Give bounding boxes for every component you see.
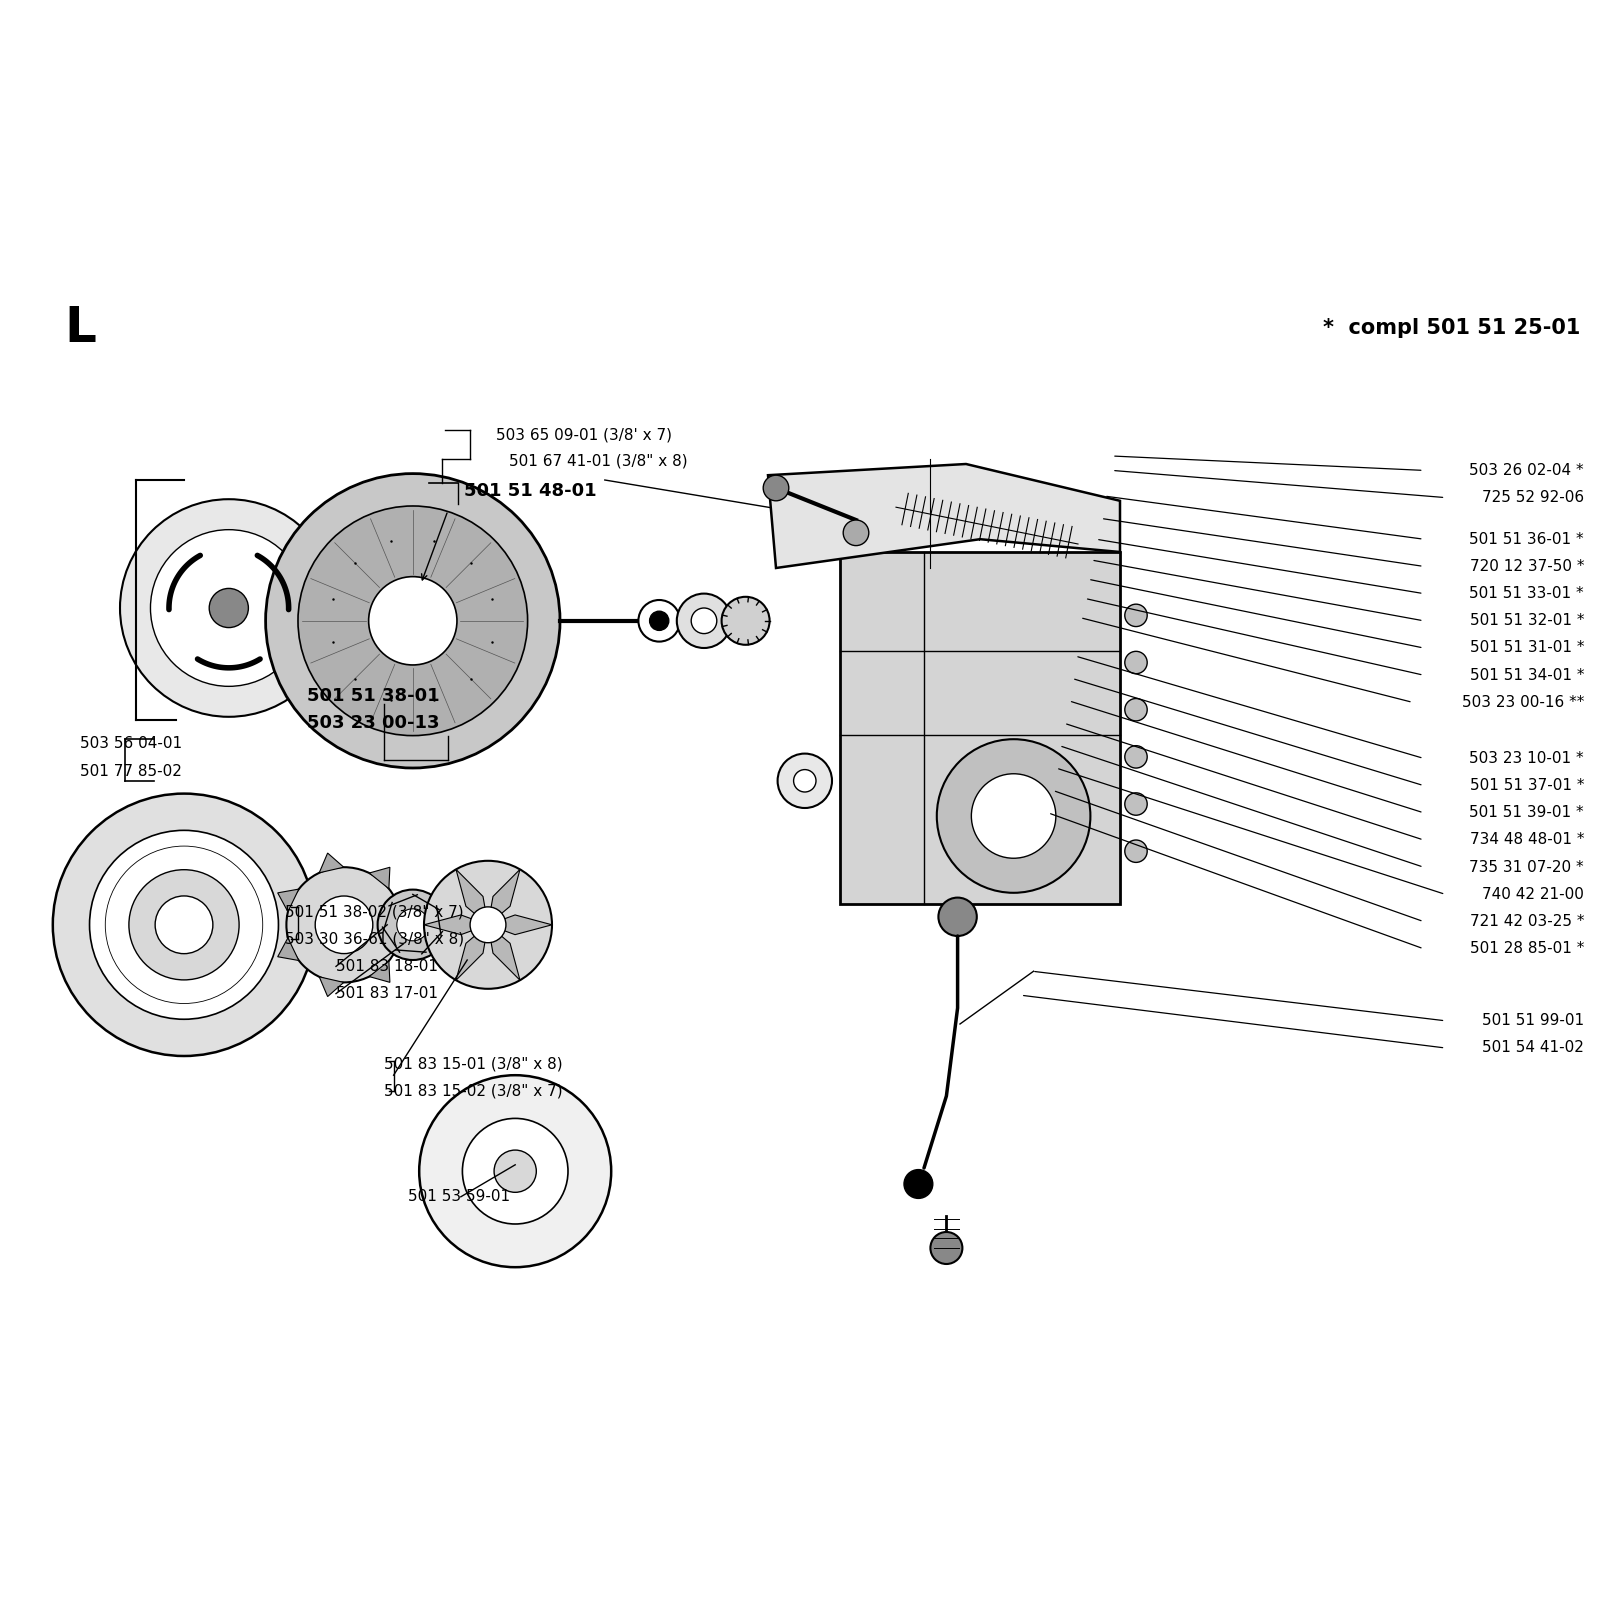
- Text: 501 51 38-01: 501 51 38-01: [307, 686, 440, 706]
- Text: 501 51 36-01 *: 501 51 36-01 *: [1469, 531, 1584, 547]
- Text: 503 23 10-01 *: 503 23 10-01 *: [1469, 750, 1584, 766]
- Circle shape: [1125, 794, 1147, 816]
- Polygon shape: [488, 915, 552, 934]
- Circle shape: [368, 576, 458, 666]
- Circle shape: [1125, 840, 1147, 862]
- Polygon shape: [320, 853, 344, 872]
- Text: 501 83 17-01: 501 83 17-01: [336, 986, 438, 1002]
- Circle shape: [90, 830, 278, 1019]
- Circle shape: [298, 506, 528, 736]
- Circle shape: [315, 896, 373, 954]
- Circle shape: [210, 589, 248, 627]
- Text: 735 31 07-20 *: 735 31 07-20 *: [1469, 859, 1584, 875]
- Circle shape: [286, 867, 402, 982]
- Circle shape: [53, 794, 315, 1056]
- Circle shape: [1125, 746, 1147, 768]
- Circle shape: [120, 499, 338, 717]
- Polygon shape: [278, 890, 299, 912]
- Text: 501 54 41-02: 501 54 41-02: [1482, 1040, 1584, 1056]
- Circle shape: [494, 1150, 536, 1192]
- Polygon shape: [424, 915, 488, 934]
- Polygon shape: [488, 925, 520, 981]
- Text: 501 28 85-01 *: 501 28 85-01 *: [1470, 941, 1584, 957]
- Circle shape: [638, 600, 680, 642]
- Circle shape: [722, 597, 770, 645]
- Polygon shape: [456, 925, 488, 981]
- Text: 501 51 99-01: 501 51 99-01: [1482, 1013, 1584, 1029]
- Circle shape: [424, 861, 552, 989]
- Text: 503 30 36-61 (3/8" x 8): 503 30 36-61 (3/8" x 8): [285, 931, 464, 947]
- Circle shape: [938, 739, 1091, 893]
- Polygon shape: [370, 962, 390, 982]
- Text: 501 83 15-01 (3/8" x 8): 501 83 15-01 (3/8" x 8): [384, 1056, 563, 1072]
- Text: 501 51 33-01 *: 501 51 33-01 *: [1469, 586, 1584, 602]
- Text: 503 26 02-04 *: 503 26 02-04 *: [1469, 462, 1584, 478]
- Text: 503 23 00-16 **: 503 23 00-16 **: [1462, 694, 1584, 710]
- Text: 501 51 32-01 *: 501 51 32-01 *: [1469, 613, 1584, 629]
- Text: 720 12 37-50 *: 720 12 37-50 *: [1469, 558, 1584, 574]
- Circle shape: [470, 907, 506, 942]
- Polygon shape: [278, 938, 299, 960]
- Text: 734 48 48-01 *: 734 48 48-01 *: [1469, 832, 1584, 848]
- Circle shape: [778, 754, 832, 808]
- Circle shape: [419, 1075, 611, 1267]
- Circle shape: [1125, 699, 1147, 722]
- Text: 501 51 39-01 *: 501 51 39-01 *: [1469, 805, 1584, 821]
- Text: 501 51 31-01 *: 501 51 31-01 *: [1469, 640, 1584, 656]
- Text: *  compl 501 51 25-01: * compl 501 51 25-01: [1323, 318, 1581, 338]
- Circle shape: [130, 870, 238, 979]
- Text: 740 42 21-00: 740 42 21-00: [1482, 886, 1584, 902]
- Polygon shape: [370, 867, 390, 888]
- Circle shape: [971, 774, 1056, 858]
- Circle shape: [462, 1118, 568, 1224]
- Polygon shape: [400, 912, 418, 938]
- Circle shape: [691, 608, 717, 634]
- Circle shape: [794, 770, 816, 792]
- Polygon shape: [488, 869, 520, 925]
- Circle shape: [904, 1170, 933, 1198]
- Text: 501 83 15-02 (3/8" x 7): 501 83 15-02 (3/8" x 7): [384, 1083, 563, 1099]
- Text: 503 56 04-01: 503 56 04-01: [80, 736, 182, 752]
- Polygon shape: [768, 464, 1120, 568]
- Circle shape: [378, 890, 448, 960]
- Polygon shape: [320, 978, 344, 997]
- Circle shape: [155, 896, 213, 954]
- Text: 501 67 41-01 (3/8" x 8): 501 67 41-01 (3/8" x 8): [509, 453, 688, 469]
- Text: 503 65 09-01 (3/8' x 7): 503 65 09-01 (3/8' x 7): [496, 427, 672, 443]
- Circle shape: [266, 474, 560, 768]
- Text: 721 42 03-25 *: 721 42 03-25 *: [1469, 914, 1584, 930]
- Circle shape: [843, 520, 869, 546]
- Text: 501 83 18-01: 501 83 18-01: [336, 958, 438, 974]
- Circle shape: [938, 898, 978, 936]
- Text: 725 52 92-06: 725 52 92-06: [1482, 490, 1584, 506]
- Text: 501 51 37-01 *: 501 51 37-01 *: [1469, 778, 1584, 794]
- Circle shape: [150, 530, 307, 686]
- Text: 501 77 85-02: 501 77 85-02: [80, 763, 182, 779]
- Text: 501 51 34-01 *: 501 51 34-01 *: [1469, 667, 1584, 683]
- Text: 501 53 59-01: 501 53 59-01: [408, 1189, 510, 1205]
- Circle shape: [650, 611, 669, 630]
- Text: 501 51 38-02 (3/8" x 7): 501 51 38-02 (3/8" x 7): [285, 904, 464, 920]
- Text: 501 51 48-01: 501 51 48-01: [464, 482, 597, 501]
- Circle shape: [1125, 651, 1147, 674]
- Polygon shape: [456, 869, 488, 925]
- Circle shape: [931, 1232, 963, 1264]
- Text: L: L: [64, 304, 96, 352]
- Circle shape: [677, 594, 731, 648]
- Circle shape: [1125, 605, 1147, 627]
- Text: 503 23 00-13: 503 23 00-13: [307, 714, 440, 733]
- Circle shape: [397, 909, 429, 941]
- Polygon shape: [840, 552, 1120, 904]
- Circle shape: [763, 475, 789, 501]
